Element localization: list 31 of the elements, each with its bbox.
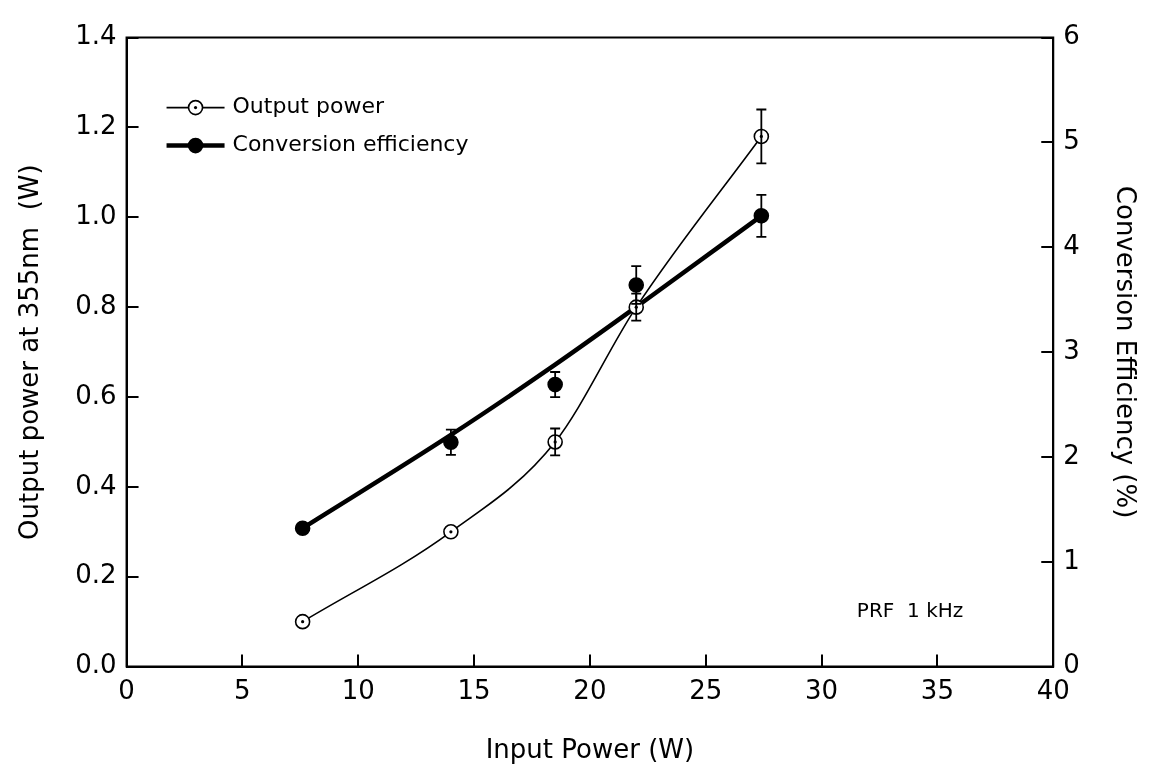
- y2-tick-label: 3: [1063, 334, 1080, 365]
- y-tick-label: 0.2: [75, 559, 117, 590]
- y-tick-label: 1.4: [75, 20, 117, 51]
- y-tick-label: 0.4: [75, 469, 117, 500]
- legend-label: Conversion efficiency: [232, 131, 469, 157]
- x-tick-label: 0: [118, 674, 135, 705]
- x-tick-label: 5: [234, 674, 251, 705]
- y2-tick-label: 5: [1063, 125, 1080, 156]
- y-tick-label: 0.6: [75, 379, 117, 410]
- y2-tick-label: 6: [1063, 20, 1080, 51]
- annotation: PRF 1 kHz: [856, 597, 964, 622]
- y-tick-label: 0.8: [75, 289, 117, 320]
- y-tick-label: 0.0: [75, 649, 117, 680]
- legend-label: Output power: [232, 93, 385, 119]
- x-tick-label: 10: [341, 674, 375, 705]
- y2-axis-title: Conversion Efficiency (%): [1110, 185, 1141, 519]
- point: [294, 520, 311, 537]
- y-axis-title: Output power at 355nm (W): [14, 164, 45, 540]
- x-axis-title: Input Power (W): [485, 734, 695, 765]
- point: [294, 613, 311, 630]
- x-tick-label: 30: [805, 674, 839, 705]
- y2-tick-label: 2: [1063, 439, 1080, 470]
- x-tick-label: 25: [689, 674, 723, 705]
- y-tick-label: 1.0: [75, 200, 117, 231]
- y2-tick-label: 4: [1063, 230, 1080, 261]
- y-tick-label: 1.2: [75, 110, 117, 141]
- y2-tick-label: 1: [1063, 544, 1080, 575]
- x-tick-label: 15: [457, 674, 491, 705]
- point: [443, 524, 459, 540]
- x-tick-label: 35: [920, 674, 954, 705]
- x-tick-label: 20: [573, 674, 607, 705]
